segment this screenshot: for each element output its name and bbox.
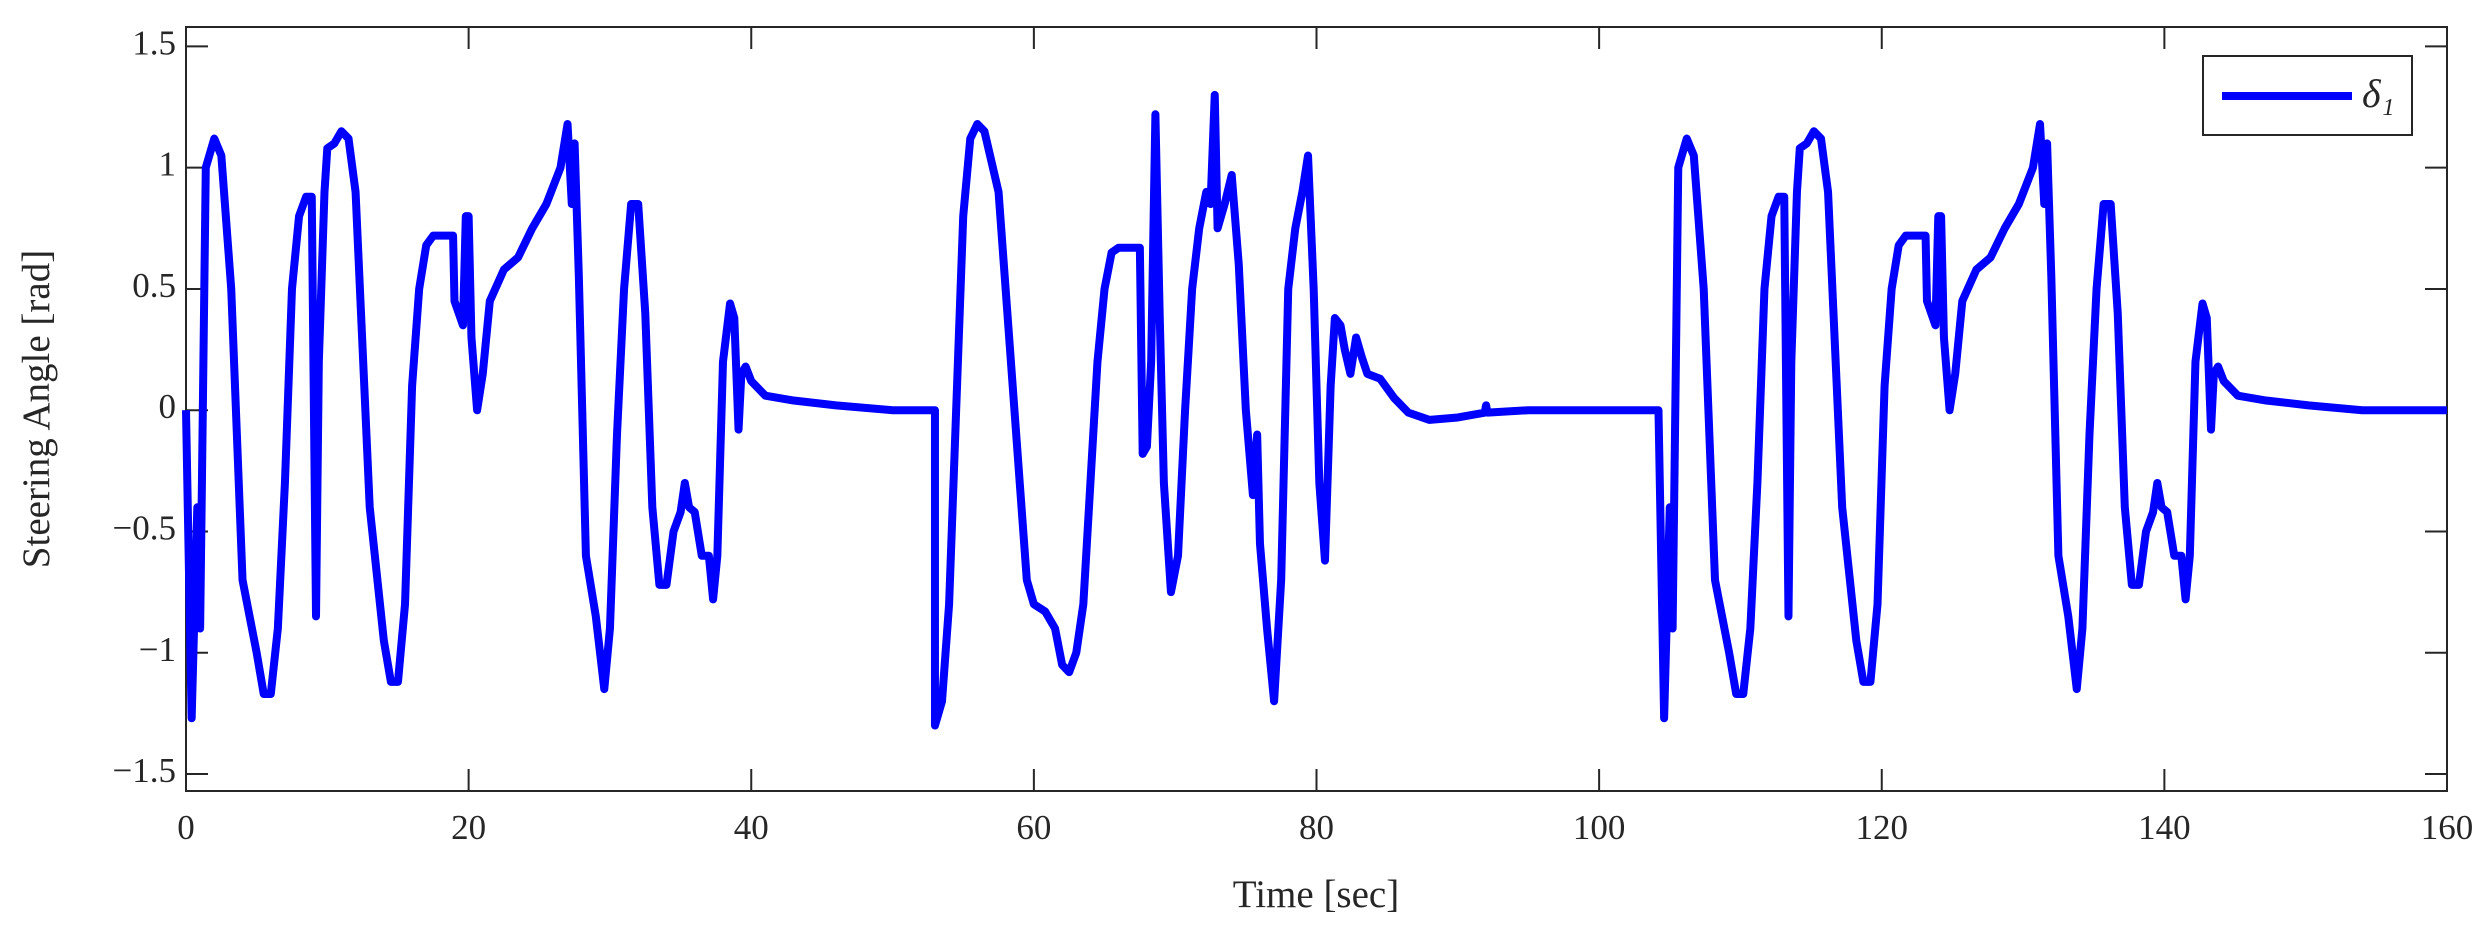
x-tick-label: 80 — [1299, 808, 1334, 847]
x-tick-label: 140 — [2138, 808, 2191, 847]
y-tick-label: −1.5 — [113, 751, 177, 790]
x-tick-label: 100 — [1573, 808, 1626, 847]
y-tick-label: 0 — [159, 387, 177, 426]
y-tick-label: 1.5 — [132, 23, 176, 62]
x-tick-label: 160 — [2421, 808, 2474, 847]
x-tick-label: 0 — [177, 808, 195, 847]
y-tick-label: 0.5 — [132, 266, 176, 305]
legend: δ₁ — [2202, 55, 2413, 136]
y-tick-label: −1 — [139, 630, 176, 669]
x-axis-label: Time [sec] — [1233, 873, 1399, 916]
y-tick-label: −0.5 — [113, 509, 177, 548]
y-axis-label: Steering Angle [rad] — [15, 250, 58, 568]
legend-label: δ₁ — [2362, 71, 2395, 116]
x-tick-label: 120 — [1856, 808, 1909, 847]
data-line — [182, 90, 2447, 730]
x-tick-label: 20 — [451, 808, 486, 847]
x-tick-label: 60 — [1016, 808, 1051, 847]
y-tick-label: 1 — [159, 145, 177, 184]
x-tick-label: 40 — [734, 808, 769, 847]
